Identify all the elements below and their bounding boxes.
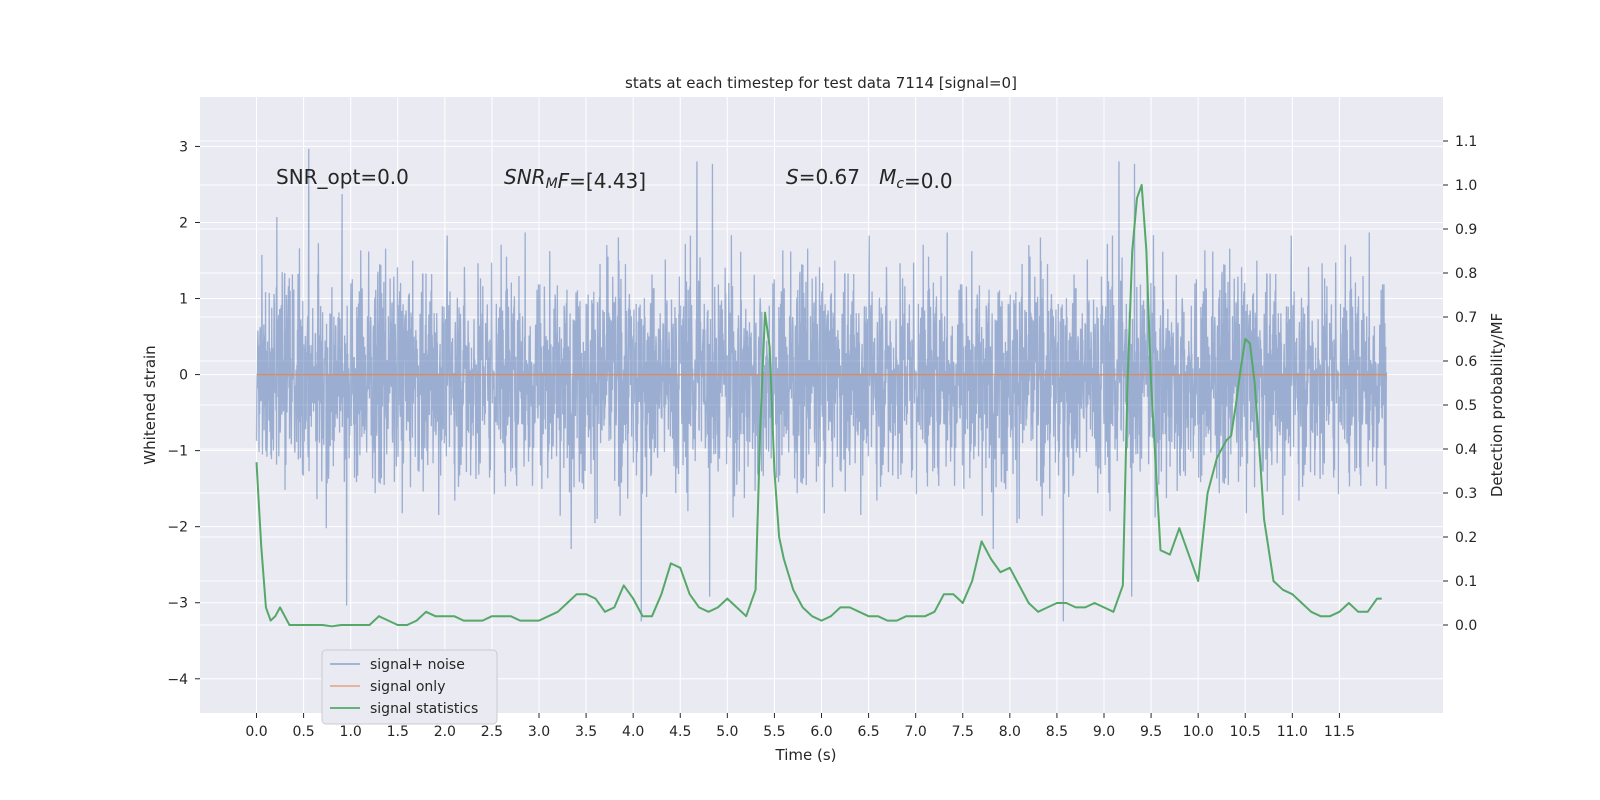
x-tick-label: 8.0 <box>999 724 1021 740</box>
y-right-tick-label: 0.1 <box>1455 574 1477 590</box>
x-tick-label: 2.0 <box>434 724 456 740</box>
signal-statistics-line <box>255 184 1382 628</box>
series-signal-statistics <box>255 184 1382 628</box>
y-right-tick-label: 0.0 <box>1455 618 1477 634</box>
x-axis-label: Time (s) <box>775 746 837 764</box>
x-tick-label: 9.0 <box>1093 724 1115 740</box>
legend-frame <box>321 649 498 725</box>
annotation-s-mc: S=0.67 Mc=0.0 <box>786 165 953 193</box>
annotation-part: =0.67 <box>799 165 879 189</box>
y-right-tick-label: 0.5 <box>1455 398 1477 414</box>
x-tick-label: 0.5 <box>292 724 314 740</box>
x-tick-label: 3.5 <box>575 724 597 740</box>
x-tick-label: 2.5 <box>481 724 503 740</box>
y-right-tick-label: 0.6 <box>1455 354 1477 370</box>
annotation-snr-opt: SNR_opt=0.0 <box>276 165 409 189</box>
x-tick-label: 10.0 <box>1183 724 1214 740</box>
annotation-part: S <box>786 165 799 189</box>
legend: signal+ noise signal only signal statist… <box>321 649 498 725</box>
annotation-part: =0.0 <box>904 169 953 193</box>
x-tick-label: 10.5 <box>1230 724 1261 740</box>
x-tick-label: 9.5 <box>1140 724 1162 740</box>
annotation-part: c <box>896 176 904 192</box>
x-tick-label: 4.0 <box>622 724 644 740</box>
x-tick-label: 5.5 <box>763 724 785 740</box>
x-tick-label: 8.5 <box>1046 724 1068 740</box>
y-right-axis-ticks: 1.1 1.0 0.9 0.8 0.7 0.6 0.5 0.4 0.3 0.2 0.1 0.0 <box>1443 134 1477 634</box>
x-tick-label: 1.5 <box>387 724 409 740</box>
y-left-tick-label: −1 <box>167 444 188 460</box>
y-left-tick-label: 3 <box>179 139 188 155</box>
annotation-part: M <box>879 165 896 189</box>
x-tick-label: 5.0 <box>716 724 738 740</box>
x-tick-label: 6.0 <box>810 724 832 740</box>
noise-trace <box>255 148 1388 622</box>
annotation-part: F <box>558 169 570 193</box>
legend-label-signal-statistics: signal statistics <box>370 701 478 717</box>
series-signal-plus-noise <box>255 148 1388 622</box>
y-right-tick-label: 0.3 <box>1455 486 1477 502</box>
x-tick-label: 3.0 <box>528 724 550 740</box>
y-left-axis-label: Whitened strain <box>141 345 159 464</box>
y-right-tick-label: 1.0 <box>1455 178 1477 194</box>
legend-label-signal-only: signal only <box>370 679 445 695</box>
x-tick-label: 7.5 <box>952 724 974 740</box>
y-right-tick-label: 0.2 <box>1455 530 1477 546</box>
x-tick-label: 11.5 <box>1324 724 1355 740</box>
y-left-tick-label: −2 <box>167 520 188 536</box>
y-right-tick-label: 0.7 <box>1455 310 1477 326</box>
annotation-part: M <box>546 176 558 192</box>
y-right-tick-label: 1.1 <box>1455 134 1477 150</box>
annotation-part: SNR <box>504 165 546 189</box>
y-left-tick-label: 1 <box>179 292 188 308</box>
y-left-tick-label: 0 <box>179 368 188 384</box>
y-right-axis-label: Detection probability/MF <box>1488 313 1506 497</box>
x-tick-label: 1.0 <box>340 724 362 740</box>
annotation-snr-mf: SNRMF=[4.43] <box>504 165 646 193</box>
y-left-tick-label: −3 <box>167 596 188 612</box>
y-left-tick-label: 2 <box>179 215 188 231</box>
annotation-part: =[4.43] <box>569 169 646 193</box>
x-tick-label: 11.0 <box>1277 724 1308 740</box>
chart-title: stats at each timestep for test data 711… <box>625 74 1017 92</box>
legend-label-signal-plus-noise: signal+ noise <box>370 657 465 673</box>
grid <box>200 97 1443 713</box>
x-tick-label: 0.0 <box>245 724 267 740</box>
y-right-tick-label: 0.9 <box>1455 222 1477 238</box>
x-tick-label: 7.0 <box>905 724 927 740</box>
y-left-tick-label: −4 <box>167 672 188 688</box>
y-right-tick-label: 0.4 <box>1455 442 1477 458</box>
x-tick-label: 6.5 <box>857 724 879 740</box>
y-left-axis-ticks: 3 2 1 0 −1 −2 −3 −4 <box>167 139 200 688</box>
x-tick-label: 4.5 <box>669 724 691 740</box>
x-axis-ticks: 0.0 0.5 1.0 1.5 2.0 2.5 3.0 3.5 4.0 4.5 5.0 5.5 6.0 6… <box>245 713 1355 740</box>
y-right-tick-label: 0.8 <box>1455 266 1477 282</box>
